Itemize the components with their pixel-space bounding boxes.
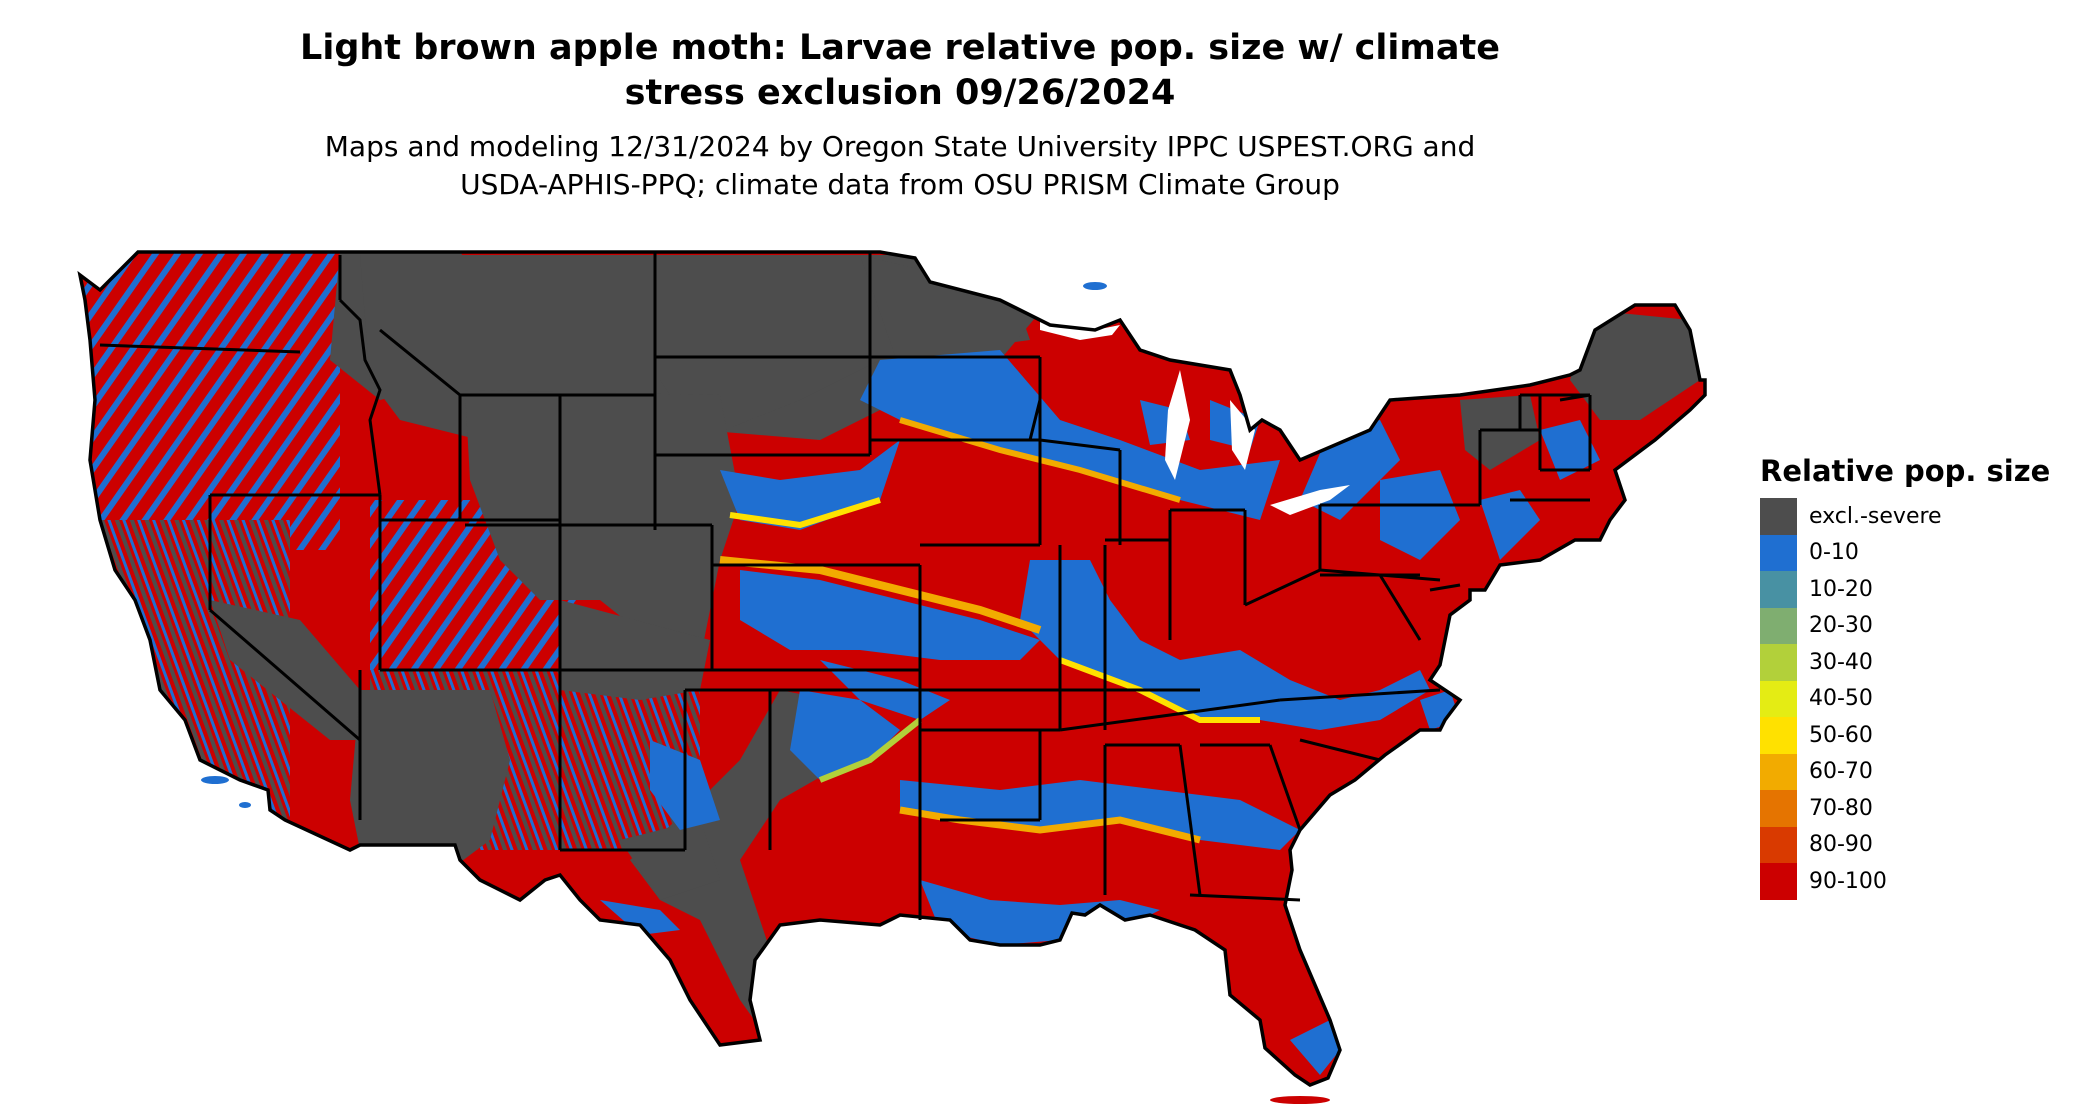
legend-swatch	[1760, 534, 1797, 571]
map-subtitle: Maps and modeling 12/31/2024 by Oregon S…	[324, 130, 1476, 201]
legend-label: 70-80	[1809, 795, 1873, 821]
legend-swatch	[1760, 863, 1797, 900]
legend: excl.-severe 0-10 10-20 20-30 30-40 40-50 50-6…	[1760, 498, 1942, 900]
legend-item: 30-40	[1760, 644, 1942, 681]
legend-swatch	[1760, 680, 1797, 717]
legend-item: 70-80	[1760, 790, 1942, 827]
legend-item: 60-70	[1760, 753, 1942, 790]
legend-label: 30-40	[1809, 649, 1873, 675]
legend-label: 50-60	[1809, 722, 1873, 748]
legend-label: 80-90	[1809, 832, 1873, 858]
lake-huron	[1230, 400, 1255, 470]
legend-swatch	[1760, 607, 1797, 644]
florida-keys	[1270, 1096, 1330, 1104]
legend-swatch	[1760, 790, 1797, 827]
us-outline	[77, 250, 1707, 1087]
lake-erie	[1270, 485, 1350, 515]
legend-swatch	[1760, 644, 1797, 681]
legend-label: 90-100	[1809, 868, 1887, 894]
channel-island	[201, 776, 229, 784]
legend-swatch	[1760, 826, 1797, 863]
lake-michigan	[1165, 370, 1190, 480]
legend-title: Relative pop. size	[1760, 454, 2051, 488]
legend-swatch	[1760, 571, 1797, 608]
legend-swatch	[1760, 753, 1797, 790]
legend-item: 50-60	[1760, 717, 1942, 754]
legend-label: 60-70	[1809, 759, 1873, 785]
map-title: Light brown apple moth: Larvae relative …	[300, 28, 1500, 113]
legend-swatch	[1760, 498, 1797, 535]
legend-label: 10-20	[1809, 576, 1873, 602]
legend-label: 0-10	[1809, 540, 1859, 566]
legend-item: 10-20	[1760, 571, 1942, 608]
legend-label: excl.-severe	[1809, 503, 1942, 529]
legend-item: 0-10	[1760, 534, 1942, 571]
isle-royale	[1083, 282, 1107, 290]
legend-label: 20-30	[1809, 613, 1873, 639]
legend-item: 40-50	[1760, 680, 1942, 717]
legend-item: 20-30	[1760, 607, 1942, 644]
legend-item: excl.-severe	[1760, 498, 1942, 535]
state-borders	[99, 252, 1592, 920]
legend-item: 80-90	[1760, 826, 1942, 863]
channel-island	[239, 802, 251, 808]
legend-item: 90-100	[1760, 863, 1942, 900]
legend-label: 40-50	[1809, 686, 1873, 712]
legend-swatch	[1760, 717, 1797, 754]
